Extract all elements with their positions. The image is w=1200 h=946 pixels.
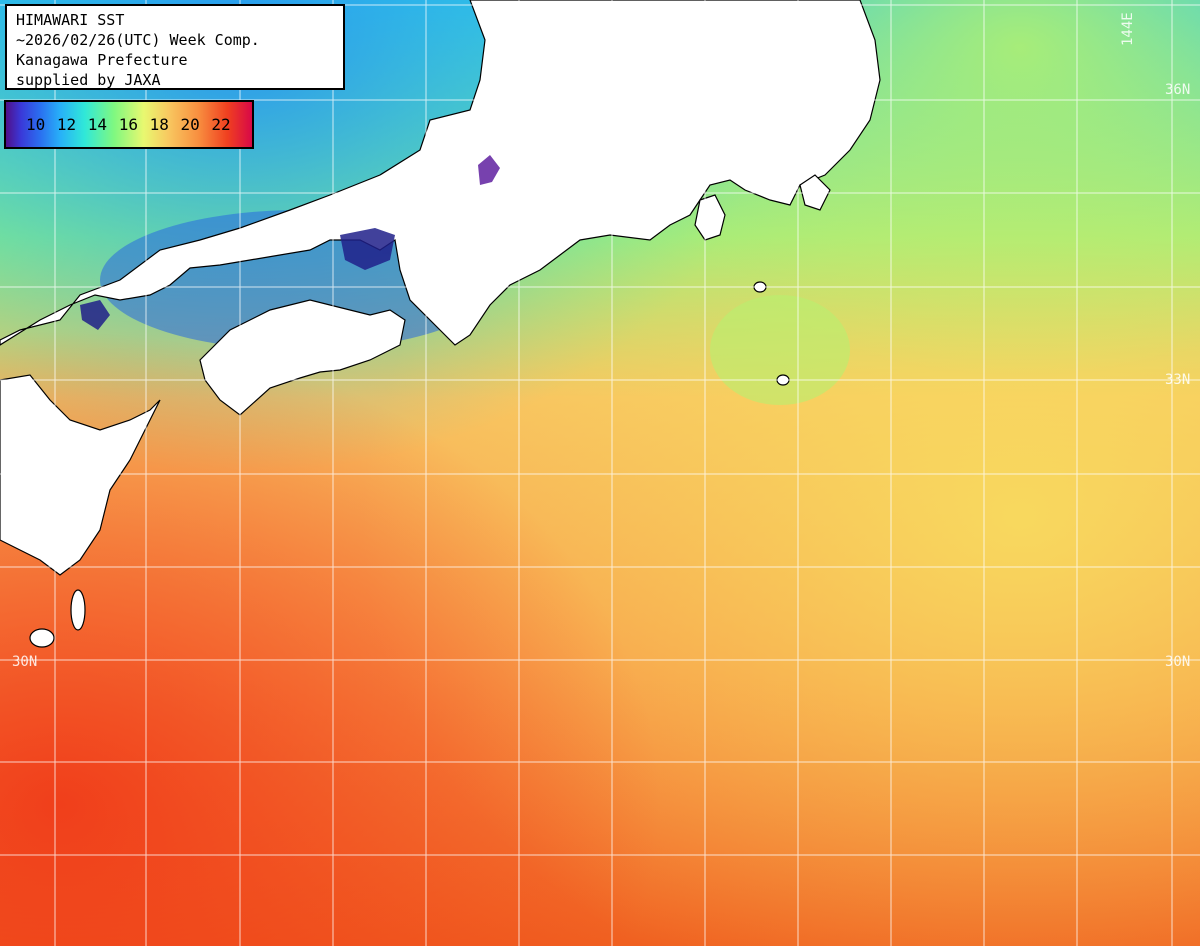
- patch-wakasa: [478, 155, 500, 185]
- land-tanegashima: [70, 589, 86, 631]
- cold-patches: [80, 155, 500, 330]
- patch-bungo: [80, 300, 110, 330]
- land-yakushima: [29, 628, 55, 648]
- label-lon-136e: 136E: [484, 10, 500, 44]
- land-kyushu: [0, 374, 161, 576]
- land-masses: [0, 0, 881, 648]
- label-lat-30n-left: 30N: [12, 654, 38, 670]
- title-region: Kanagawa Prefecture: [16, 51, 188, 69]
- title-product: HIMAWARI SST: [16, 11, 125, 29]
- label-lat-36n: 36N: [1165, 82, 1191, 98]
- title-period: ~2026/02/26(UTC) Week Comp.: [16, 31, 260, 49]
- sea-kuroshio-eddy: [710, 295, 850, 405]
- patch-osaka-bay: [340, 228, 395, 270]
- label-lat-30n-right: 30N: [1165, 654, 1191, 670]
- temperature-color-legend: 10 12 14 16 18 20 22: [4, 100, 254, 149]
- land-honshu: [0, 0, 881, 346]
- land-shikoku: [199, 299, 406, 416]
- legend-labels: 10 12 14 16 18 20 22: [26, 115, 231, 134]
- title-source: supplied by JAXA: [16, 71, 161, 89]
- map-title-box: HIMAWARI SST ~2026/02/26(UTC) Week Comp.…: [5, 4, 345, 90]
- label-lat-33n: 33N: [1165, 372, 1191, 388]
- label-lon-144e: 144E: [1120, 12, 1136, 46]
- land-izu: [694, 194, 726, 241]
